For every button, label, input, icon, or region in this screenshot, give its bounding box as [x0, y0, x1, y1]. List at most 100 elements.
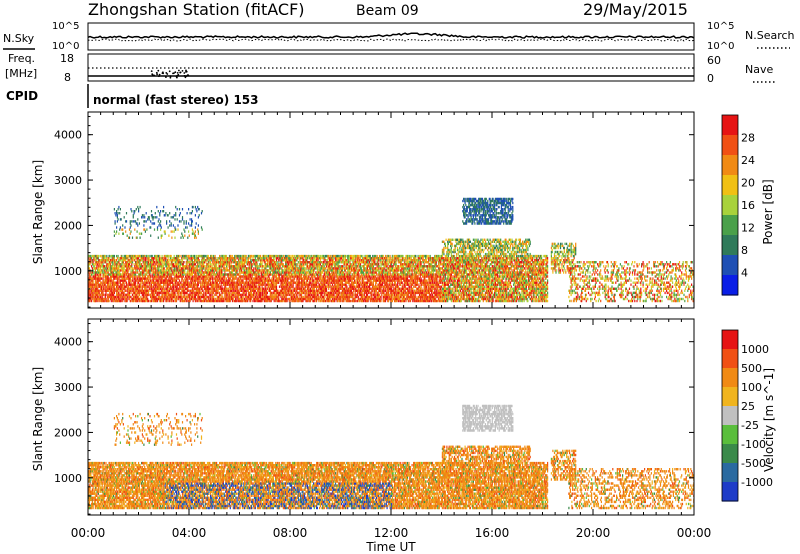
echo-cell — [158, 237, 159, 239]
echo-cell — [131, 220, 132, 222]
cpid-label: CPID — [6, 89, 38, 103]
echo-cell — [134, 210, 135, 212]
nave-point — [169, 70, 171, 72]
echo-cell — [118, 218, 119, 220]
echo-cell — [182, 257, 183, 259]
echo-cell — [130, 292, 131, 294]
cpid-text: normal (fast stereo) 153 — [93, 93, 259, 107]
echo-cell — [169, 263, 170, 265]
echo-cell — [193, 277, 194, 279]
echo-cell — [188, 222, 189, 224]
echo-cell — [183, 237, 184, 239]
echo-cell — [158, 210, 159, 212]
nave-point — [156, 73, 158, 75]
echo-cell — [105, 292, 106, 294]
beam-label: Beam 09 — [356, 3, 419, 19]
freq-top-tick: 18 — [60, 52, 74, 65]
echo-cell — [115, 220, 116, 222]
echo-cell — [137, 224, 138, 226]
echo-cell — [183, 220, 184, 222]
freq-unit: [MHz] — [5, 67, 37, 80]
echo-cell — [114, 235, 115, 237]
nave-top-tick: 60 — [707, 54, 721, 67]
echo-cell — [118, 208, 119, 210]
nave-point — [186, 71, 188, 73]
echo-cell — [121, 255, 122, 257]
echo-cell — [196, 222, 197, 224]
echo-cell — [193, 292, 194, 294]
echo-cell — [126, 212, 127, 214]
echo-cell — [152, 222, 153, 224]
echo-cell — [130, 279, 131, 281]
echo-cell — [177, 228, 178, 230]
echo-cell — [143, 271, 144, 273]
echo-cell — [195, 296, 196, 298]
echo-cell — [127, 255, 128, 257]
echo-cell — [186, 222, 187, 224]
echo-cell — [180, 237, 181, 239]
echo-cell — [147, 282, 148, 284]
echo-cell — [187, 226, 188, 228]
echo-cell — [191, 222, 192, 224]
nave-point — [182, 70, 184, 72]
echo-cell — [162, 235, 163, 237]
echo-cell — [166, 220, 167, 222]
echo-cell — [106, 255, 107, 257]
echo-cell — [180, 255, 181, 257]
freq-bottom-tick: 8 — [64, 71, 71, 84]
echo-cell — [179, 208, 180, 210]
echo-cell — [115, 277, 116, 279]
nsearch-label: N.Search — [745, 29, 795, 42]
echo-cell — [122, 263, 123, 265]
echo-cell — [178, 292, 179, 294]
echo-cell — [198, 233, 199, 235]
nave-point — [187, 74, 189, 76]
echo-cell — [148, 300, 149, 302]
echo-cell — [109, 300, 110, 302]
echo-cell — [152, 271, 153, 273]
echo-cell — [131, 210, 132, 212]
echo-cell — [133, 220, 134, 222]
echo-cell — [188, 290, 189, 292]
echo-cell — [125, 230, 126, 232]
echo-cell — [146, 267, 147, 269]
echo-cell — [123, 233, 124, 235]
echo-cell — [187, 212, 188, 214]
echo-cell — [179, 214, 180, 216]
echo-cell — [199, 288, 200, 290]
echo-cell — [177, 218, 178, 220]
echo-cell — [187, 267, 188, 269]
echo-cell — [137, 275, 138, 277]
echo-cell — [147, 218, 148, 220]
nave-point — [177, 72, 179, 74]
echo-cell — [169, 212, 170, 214]
echo-cell — [197, 206, 198, 208]
echo-cell — [135, 220, 136, 222]
echo-cell — [165, 212, 166, 214]
echo-cell — [152, 263, 153, 265]
nsky-trace — [88, 33, 694, 41]
echo-cell — [152, 286, 153, 288]
echo-cell — [171, 216, 172, 218]
echo-cell — [150, 235, 151, 237]
echo-cell — [105, 296, 106, 298]
echo-cell — [185, 226, 186, 228]
echo-cell — [171, 230, 172, 232]
echo-cell — [182, 218, 183, 220]
freq-panel — [88, 54, 694, 81]
echo-cell — [160, 228, 161, 230]
echo-cell — [146, 220, 147, 222]
echo-cell — [150, 220, 151, 222]
echo-cell — [138, 208, 139, 210]
echo-cell — [103, 294, 104, 296]
echo-cell — [99, 259, 100, 261]
echo-cell — [117, 214, 118, 216]
nsky-series — [88, 33, 694, 38]
echo-cell — [109, 255, 110, 257]
echo-cell — [118, 282, 119, 284]
nsky-label: N.Sky — [3, 32, 35, 45]
echo-cell — [149, 288, 150, 290]
echo-cell — [129, 292, 130, 294]
echo-cell — [127, 235, 128, 237]
echo-cell — [124, 282, 125, 284]
